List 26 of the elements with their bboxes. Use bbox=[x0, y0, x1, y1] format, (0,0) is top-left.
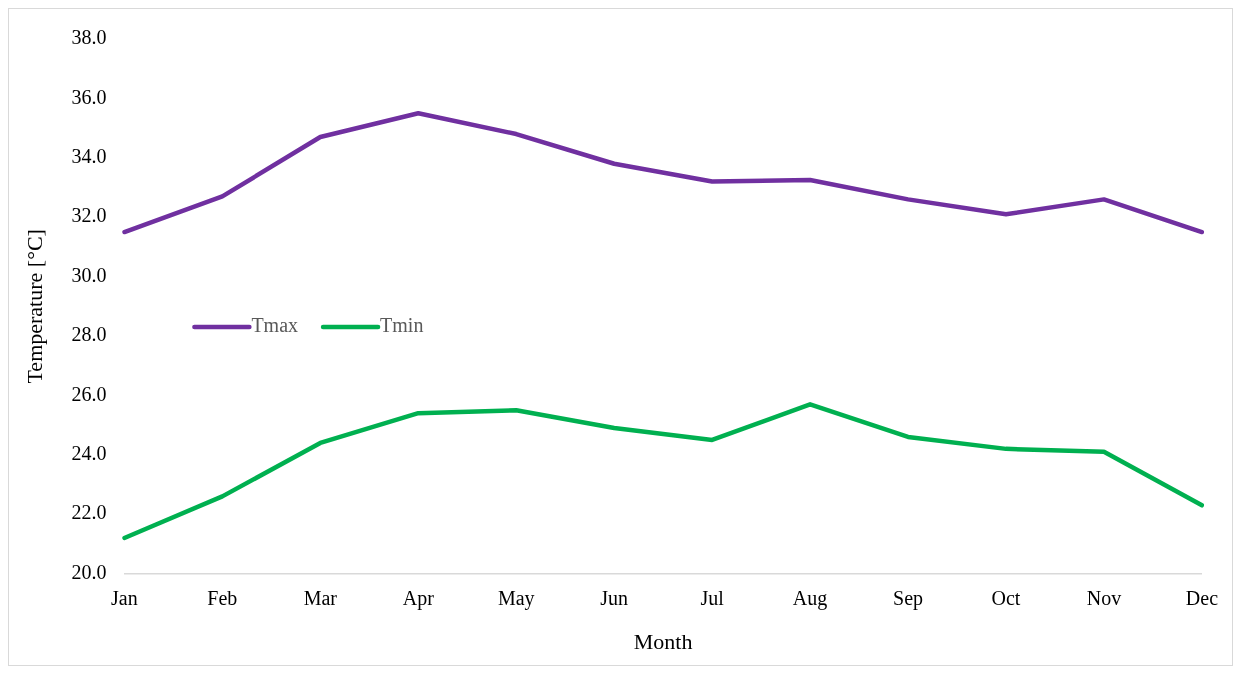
y-tick-label: 26.0 bbox=[71, 382, 107, 405]
x-tick-label: Jan bbox=[111, 586, 138, 609]
x-tick-label: Mar bbox=[303, 586, 338, 609]
y-tick-label: 38.0 bbox=[71, 26, 107, 49]
y-tick-label: 20.0 bbox=[71, 560, 107, 583]
y-tick-label: 22.0 bbox=[71, 501, 107, 524]
x-tick-label: Apr bbox=[402, 586, 435, 610]
y-tick-label: 28.0 bbox=[71, 323, 107, 346]
x-tick-label: Jun bbox=[600, 586, 629, 609]
x-tick-label: Nov bbox=[1086, 586, 1122, 609]
y-tick-label: 24.0 bbox=[71, 442, 107, 465]
y-tick-label: 32.0 bbox=[71, 204, 107, 227]
legend-label: Tmax bbox=[251, 314, 299, 337]
x-tick-label: Jul bbox=[700, 586, 725, 609]
legend-label: Tmin bbox=[380, 314, 424, 337]
y-axis-title: Temperature [°C] bbox=[21, 229, 47, 384]
y-tick-label: 36.0 bbox=[71, 85, 107, 108]
x-tick-label: Feb bbox=[207, 586, 238, 609]
y-tick-label: 34.0 bbox=[71, 145, 107, 168]
x-tick-label: Dec bbox=[1185, 586, 1219, 609]
x-tick-label: May bbox=[497, 586, 535, 610]
x-tick-label: Aug bbox=[792, 586, 828, 610]
x-tick-label: Sep bbox=[893, 586, 924, 610]
x-axis-title: Month bbox=[633, 628, 693, 654]
x-tick-label: Oct bbox=[991, 586, 1021, 609]
y-tick-label: 30.0 bbox=[71, 263, 107, 286]
